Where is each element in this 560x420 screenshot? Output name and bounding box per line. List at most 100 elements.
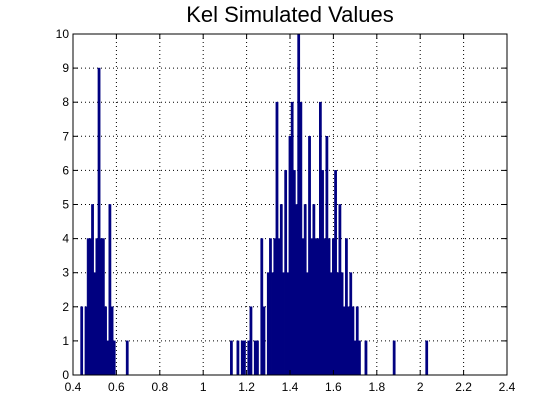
histogram-bar bbox=[332, 238, 335, 376]
histogram-bar bbox=[392, 340, 396, 376]
histogram-bar bbox=[282, 272, 285, 376]
histogram-bar bbox=[295, 204, 298, 376]
histogram-bar bbox=[110, 306, 114, 376]
histogram-bar bbox=[236, 340, 240, 376]
histogram-bar bbox=[288, 136, 292, 376]
x-tick-label: 1 bbox=[200, 380, 207, 394]
histogram-bar bbox=[364, 340, 368, 376]
histogram-bar bbox=[334, 170, 337, 376]
histogram-bar bbox=[104, 306, 107, 376]
histogram-bar bbox=[99, 238, 103, 376]
histogram-bar bbox=[312, 204, 316, 376]
histogram-bar bbox=[336, 272, 340, 376]
x-tick-label: 1.2 bbox=[238, 380, 255, 394]
histogram-bar bbox=[323, 238, 327, 376]
x-tick-label: 2 bbox=[417, 380, 424, 394]
x-tick-label: 1.4 bbox=[282, 380, 299, 394]
y-tick-label: 10 bbox=[56, 27, 70, 41]
histogram-bar bbox=[249, 306, 253, 376]
histogram-bar bbox=[325, 136, 329, 376]
histogram-bar bbox=[338, 204, 342, 376]
histogram-bar bbox=[277, 238, 281, 376]
y-tick-label: 6 bbox=[62, 163, 69, 177]
histogram-bar bbox=[253, 340, 257, 376]
histogram-bar bbox=[290, 101, 294, 376]
histogram-bar bbox=[88, 238, 92, 376]
histogram-bar bbox=[240, 340, 244, 376]
histogram-bar bbox=[243, 340, 246, 376]
x-tick-label: 0.8 bbox=[151, 380, 168, 394]
histogram-bar bbox=[425, 340, 429, 376]
y-tick-labels: 0 1 2 3 4 5 6 7 8 9 10 bbox=[56, 27, 70, 382]
y-tick-label: 8 bbox=[62, 95, 69, 109]
histogram-bar bbox=[106, 340, 110, 376]
x-tick-label: 1.6 bbox=[325, 380, 342, 394]
histogram-bar bbox=[316, 238, 320, 376]
histogram-bar bbox=[308, 136, 311, 376]
y-tick-label: 3 bbox=[62, 266, 69, 280]
histogram-bar bbox=[247, 340, 251, 376]
x-tick-label: 0.6 bbox=[108, 380, 125, 394]
chart-title: Kel Simulated Values bbox=[186, 2, 394, 27]
histogram-bar bbox=[262, 306, 266, 376]
histogram-bar bbox=[349, 272, 353, 376]
histogram-bar bbox=[97, 67, 101, 376]
y-tick-label: 9 bbox=[62, 61, 69, 75]
histogram-bar bbox=[299, 101, 303, 376]
y-tick-label: 1 bbox=[62, 334, 69, 348]
histogram-bar bbox=[284, 170, 288, 376]
histogram-bar bbox=[310, 238, 314, 376]
histogram-bar bbox=[269, 238, 272, 376]
histogram-bar bbox=[347, 306, 350, 376]
histogram-bar bbox=[340, 272, 344, 376]
histogram-bar bbox=[80, 306, 84, 376]
histogram-bar bbox=[91, 204, 94, 376]
tick-marks bbox=[72, 33, 508, 376]
histogram-bar bbox=[256, 340, 259, 376]
y-tick-label: 4 bbox=[62, 232, 69, 246]
histogram-bar bbox=[301, 238, 305, 376]
y-tick-label: 7 bbox=[62, 129, 69, 143]
y-tick-label: 2 bbox=[62, 300, 69, 314]
histogram-bar bbox=[303, 204, 307, 376]
histogram-bar bbox=[286, 272, 290, 376]
histogram-bar bbox=[273, 238, 277, 376]
histogram-bar bbox=[318, 101, 322, 376]
histogram-bar bbox=[101, 238, 105, 376]
histogram-bar bbox=[355, 306, 359, 376]
histogram-bar bbox=[275, 101, 279, 376]
histogram-bar bbox=[95, 238, 99, 376]
histogram-bar bbox=[329, 272, 333, 376]
y-tick-label: 0 bbox=[62, 368, 69, 382]
x-tick-label: 0.4 bbox=[65, 380, 82, 394]
histogram-bar bbox=[93, 272, 97, 376]
histogram-bar bbox=[342, 306, 346, 376]
x-tick-label: 2.2 bbox=[455, 380, 472, 394]
histogram-bar bbox=[108, 204, 112, 376]
histogram-bar bbox=[112, 340, 116, 376]
histogram-bar bbox=[271, 272, 275, 376]
x-tick-labels: 0.4 0.6 0.8 1 1.2 1.4 1.6 1.8 2 2.2 2.4 bbox=[65, 380, 516, 394]
histogram-bar bbox=[230, 340, 233, 376]
histogram-bar bbox=[314, 238, 318, 376]
histogram-bar bbox=[305, 272, 309, 376]
histogram-bar bbox=[260, 238, 264, 376]
y-tick-label: 5 bbox=[62, 198, 69, 212]
histogram-bar bbox=[321, 170, 324, 376]
histogram-bar bbox=[292, 170, 296, 376]
histogram-bar bbox=[266, 272, 270, 376]
histogram-bar bbox=[84, 306, 88, 376]
x-tick-label: 1.8 bbox=[368, 380, 385, 394]
histogram-bar bbox=[327, 238, 331, 376]
histogram-bar bbox=[351, 306, 355, 376]
histogram-bar bbox=[353, 340, 357, 376]
x-tick-label: 2.4 bbox=[499, 380, 516, 394]
histogram-bar bbox=[358, 340, 361, 376]
histogram-bar bbox=[86, 238, 90, 376]
histogram-bar bbox=[297, 33, 301, 376]
histogram-bar bbox=[345, 238, 348, 376]
histogram-bar bbox=[125, 340, 129, 376]
histogram-bar bbox=[279, 204, 283, 376]
